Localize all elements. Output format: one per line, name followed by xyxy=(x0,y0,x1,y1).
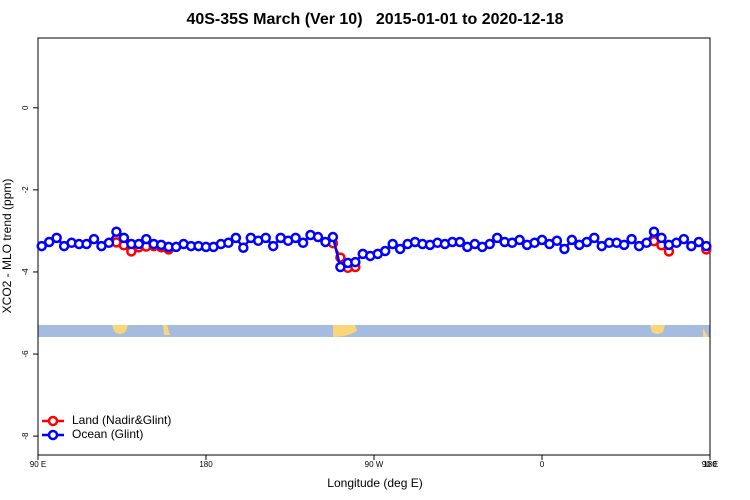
series-marker xyxy=(701,240,712,252)
x-tick-label: 90 W xyxy=(365,460,384,469)
series-marker xyxy=(686,240,697,252)
map-strip xyxy=(38,325,710,337)
series-marker xyxy=(36,240,47,252)
series-marker xyxy=(514,234,525,246)
series-marker xyxy=(626,233,637,245)
legend-label: Land (Nadir&Glint) xyxy=(72,413,171,427)
series-marker xyxy=(693,236,705,248)
series-marker xyxy=(230,232,242,244)
series-marker xyxy=(387,238,398,250)
series-marker xyxy=(454,236,466,248)
y-tick-label: 0 xyxy=(21,105,30,110)
series-marker xyxy=(491,232,503,244)
y-tick-label: -6 xyxy=(21,350,30,358)
series-marker xyxy=(111,226,122,237)
series-marker xyxy=(297,237,309,249)
x-tick-label: 180 xyxy=(703,460,717,469)
series-marker xyxy=(51,232,62,244)
series-marker xyxy=(141,233,152,245)
series-marker xyxy=(394,243,406,255)
series-marker xyxy=(581,236,593,248)
series-marker xyxy=(327,231,339,243)
x-tick-label: 90 E xyxy=(702,460,718,469)
y-tick-label: -2 xyxy=(21,186,30,194)
legend-label: Ocean (Glint) xyxy=(72,427,143,441)
series-marker xyxy=(103,237,115,249)
series-marker xyxy=(648,226,660,237)
series-marker xyxy=(641,237,652,249)
series-marker xyxy=(335,261,346,273)
y-tick-label: -8 xyxy=(21,432,30,440)
series-marker xyxy=(133,238,145,250)
series-marker xyxy=(551,235,563,247)
series-marker xyxy=(320,236,331,248)
legend-marker xyxy=(47,429,59,441)
chart-title: 40S-35S March (Ver 10) 2015-01-01 to 202… xyxy=(186,11,563,28)
series-marker xyxy=(656,232,667,244)
x-axis-label: Longitude (deg E) xyxy=(327,476,422,490)
series-marker xyxy=(484,238,495,250)
series-marker xyxy=(566,234,578,246)
series-marker xyxy=(223,237,234,249)
series-marker xyxy=(379,245,391,257)
series-marker xyxy=(312,231,324,243)
series-marker xyxy=(350,256,361,268)
x-tick-label: 0 xyxy=(540,460,545,469)
legend-marker xyxy=(47,415,59,427)
series-marker xyxy=(618,239,630,251)
y-axis-label: XCO2 - MLO trend (ppm) xyxy=(0,179,14,314)
y-tick-label: -4 xyxy=(21,268,30,276)
series-marker xyxy=(238,242,249,253)
series-marker xyxy=(589,232,600,244)
series-marker xyxy=(267,240,279,252)
series-marker xyxy=(88,233,100,245)
series-marker xyxy=(290,232,301,244)
x-tick-label: 180 xyxy=(199,460,213,469)
series-marker xyxy=(43,236,55,248)
series-marker xyxy=(678,233,690,245)
series-marker xyxy=(559,243,570,255)
series-marker xyxy=(260,232,271,244)
series-marker xyxy=(118,232,130,244)
series-marker xyxy=(81,238,92,250)
series-marker xyxy=(536,234,548,246)
x-tick-label: 90 E xyxy=(30,460,46,469)
